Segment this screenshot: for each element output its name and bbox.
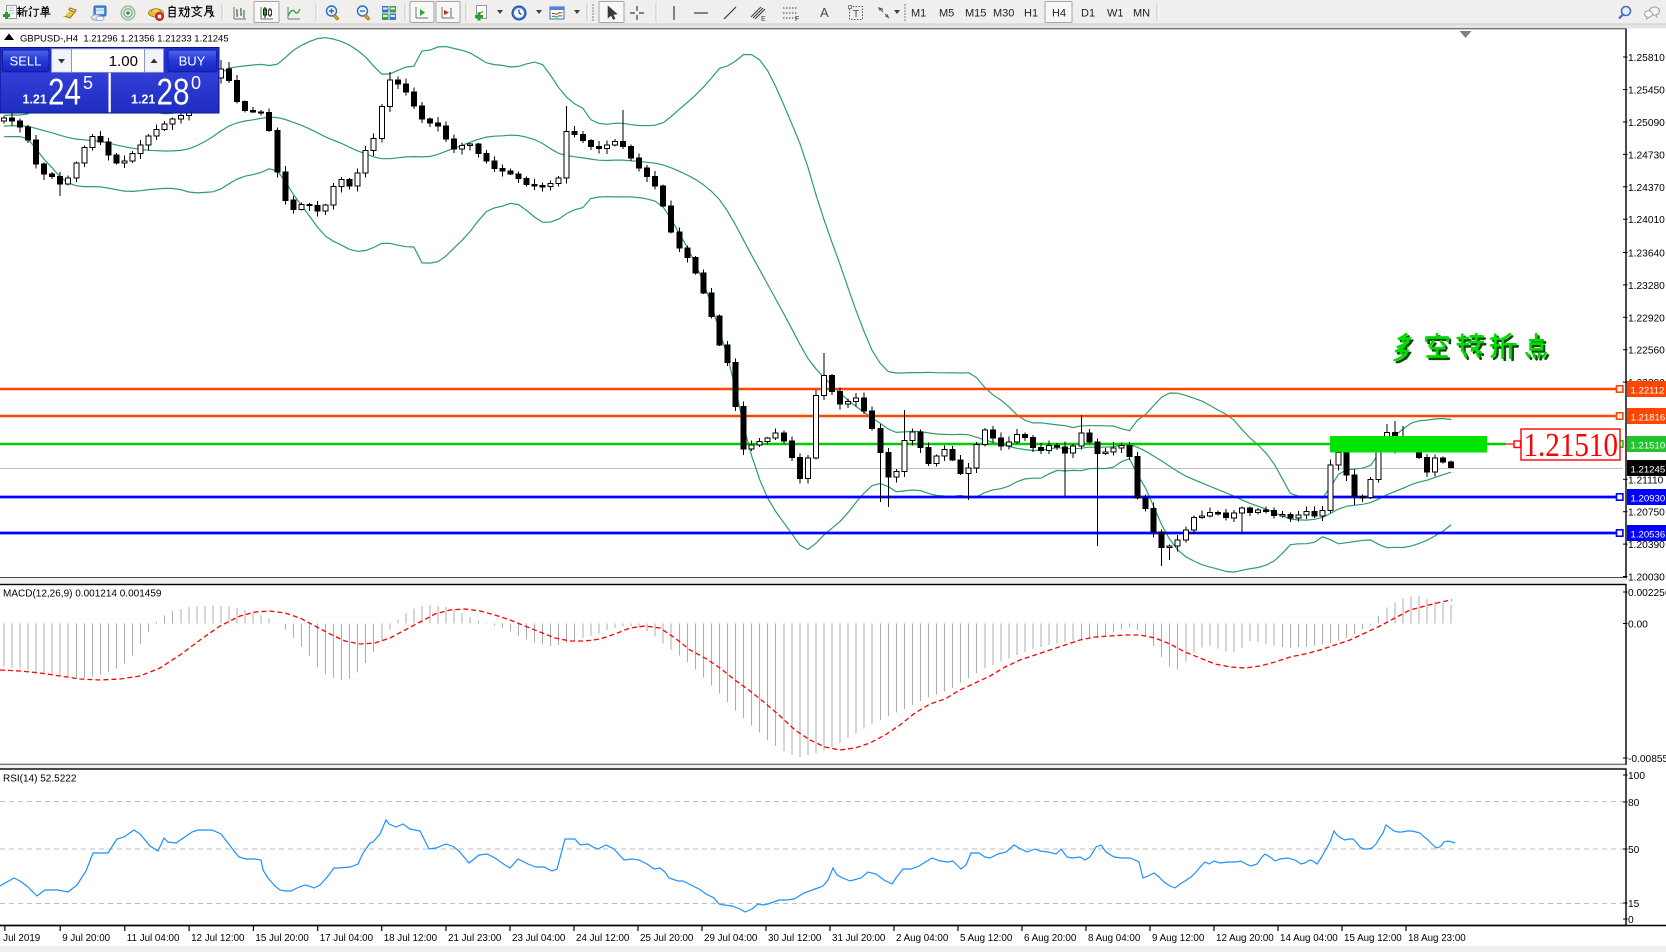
svg-text:8 Aug 04:00: 8 Aug 04:00: [1088, 933, 1141, 944]
svg-text:1.22112: 1.22112: [1631, 386, 1665, 397]
svg-text:14 Aug 04:00: 14 Aug 04:00: [1280, 933, 1338, 944]
svg-text:1.20930: 1.20930: [1631, 494, 1666, 505]
svg-text:RSI(14) 52.5222: RSI(14) 52.5222: [3, 774, 77, 785]
svg-text:8 Jul 2019: 8 Jul 2019: [0, 933, 40, 944]
svg-text:25 Jul 20:00: 25 Jul 20:00: [640, 933, 694, 944]
svg-text:-0.008553: -0.008553: [1628, 754, 1666, 765]
svg-text:5: 5: [83, 73, 93, 93]
svg-text:29 Jul 04:00: 29 Jul 04:00: [704, 933, 758, 944]
svg-text:31 Jul 20:00: 31 Jul 20:00: [832, 933, 886, 944]
svg-text:18 Jul 12:00: 18 Jul 12:00: [384, 933, 438, 944]
svg-text:0: 0: [191, 73, 201, 93]
svg-text:24 Jul 12:00: 24 Jul 12:00: [576, 933, 630, 944]
svg-text:15 Aug 12:00: 15 Aug 12:00: [1344, 933, 1402, 944]
svg-text:15: 15: [1628, 899, 1640, 910]
svg-text:D1: D1: [1081, 8, 1095, 20]
svg-text:1.21: 1.21: [23, 93, 47, 107]
svg-text:H4: H4: [1052, 8, 1066, 20]
svg-text:H1: H1: [1024, 8, 1038, 20]
svg-text:2 Aug 04:00: 2 Aug 04:00: [896, 933, 949, 944]
svg-text:1.24010: 1.24010: [1628, 215, 1665, 226]
svg-text:1.24730: 1.24730: [1628, 150, 1665, 161]
svg-text:A: A: [820, 5, 829, 20]
svg-text:MACD(12,26,9) 0.001214 0.00145: MACD(12,26,9) 0.001214 0.001459: [3, 589, 162, 600]
svg-text:1.23640: 1.23640: [1628, 249, 1665, 260]
svg-text:11 Jul 04:00: 11 Jul 04:00: [127, 933, 180, 944]
svg-text:1.24370: 1.24370: [1628, 183, 1665, 194]
svg-text:9 Jul 20:00: 9 Jul 20:00: [62, 933, 110, 944]
svg-text:M15: M15: [965, 8, 986, 20]
svg-text:1.25090: 1.25090: [1628, 118, 1665, 129]
svg-text:1.21510: 1.21510: [1631, 441, 1666, 452]
svg-text:MN: MN: [1133, 8, 1150, 20]
svg-text:M5: M5: [939, 8, 954, 20]
svg-text:1.20030: 1.20030: [1628, 573, 1665, 584]
svg-text:1.23280: 1.23280: [1628, 281, 1665, 292]
svg-text:1.25810: 1.25810: [1628, 53, 1665, 64]
svg-text:1.25450: 1.25450: [1628, 86, 1665, 97]
svg-text:0: 0: [1628, 915, 1634, 926]
svg-text:1.21510: 1.21510: [1524, 427, 1619, 464]
svg-text:30 Jul 12:00: 30 Jul 12:00: [768, 933, 822, 944]
svg-text:24: 24: [48, 72, 81, 113]
svg-text:23 Jul 04:00: 23 Jul 04:00: [512, 933, 566, 944]
svg-text:18 Aug 23:00: 18 Aug 23:00: [1408, 933, 1466, 944]
svg-text:1.22560: 1.22560: [1628, 346, 1665, 357]
svg-text:100: 100: [1628, 771, 1645, 782]
svg-text:T: T: [853, 9, 859, 20]
svg-text:5 Aug 12:00: 5 Aug 12:00: [960, 933, 1013, 944]
svg-text:F: F: [795, 16, 799, 23]
svg-text:1.21: 1.21: [131, 93, 155, 107]
svg-text:GBPUSD-,H4 1.21296 1.21356 1.: GBPUSD-,H4 1.21296 1.21356 1.21233 1.212…: [20, 34, 229, 45]
svg-text:80: 80: [1628, 798, 1640, 809]
svg-text:1.21110: 1.21110: [1628, 475, 1664, 486]
svg-text:M1: M1: [911, 8, 926, 20]
svg-text:17 Jul 04:00: 17 Jul 04:00: [320, 933, 374, 944]
svg-text:0.002256: 0.002256: [1628, 588, 1666, 599]
svg-text:15 Jul 20:00: 15 Jul 20:00: [255, 933, 309, 944]
svg-text:50: 50: [1628, 845, 1640, 856]
svg-text:21 Jul 23:00: 21 Jul 23:00: [448, 933, 502, 944]
svg-text:0.00: 0.00: [1628, 620, 1648, 631]
svg-text:M30: M30: [993, 8, 1014, 20]
svg-text:12 Aug 20:00: 12 Aug 20:00: [1216, 933, 1274, 944]
svg-text:1.22920: 1.22920: [1628, 313, 1665, 324]
svg-text:SELL: SELL: [10, 54, 42, 69]
svg-text:1.21245: 1.21245: [1631, 465, 1666, 476]
svg-text:12 Jul 12:00: 12 Jul 12:00: [191, 933, 245, 944]
svg-text:9 Aug 12:00: 9 Aug 12:00: [1152, 933, 1205, 944]
svg-text:E: E: [761, 16, 766, 23]
svg-text:1.20390: 1.20390: [1628, 540, 1665, 551]
svg-text:28: 28: [157, 72, 190, 113]
svg-text:1.20536: 1.20536: [1631, 530, 1666, 541]
svg-text:6 Aug 20:00: 6 Aug 20:00: [1024, 933, 1077, 944]
svg-text:1.21816: 1.21816: [1631, 413, 1666, 424]
svg-text:1.20750: 1.20750: [1628, 508, 1665, 519]
svg-text:W1: W1: [1107, 8, 1124, 20]
svg-text:BUY: BUY: [179, 54, 206, 69]
svg-text:1.00: 1.00: [109, 53, 138, 70]
